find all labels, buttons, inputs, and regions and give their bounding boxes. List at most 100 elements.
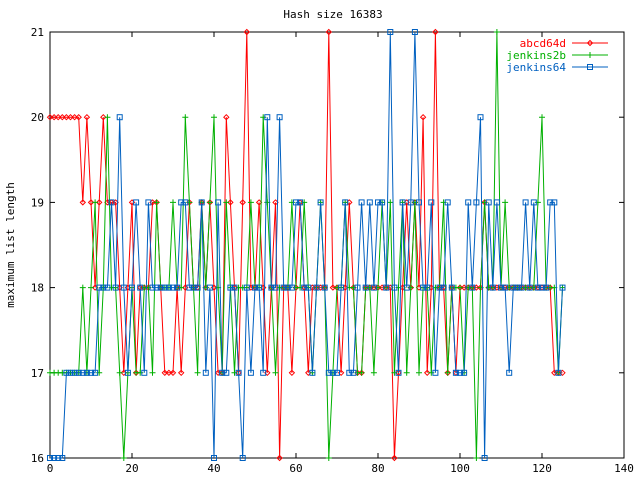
data-point [288,369,296,377]
data-point [493,199,500,206]
chart-title: Hash size 16383 [283,8,382,21]
data-point [161,284,168,291]
x-tick-label: 100 [450,462,470,475]
data-point [272,284,279,291]
data-point [71,113,78,121]
data-point [419,113,427,121]
data-point [350,369,357,376]
data-point [461,369,468,376]
y-tick-label: 16 [31,452,44,465]
data-point [329,284,337,291]
data-point [551,199,558,206]
data-point [547,199,554,206]
data-point [211,455,217,461]
data-point [59,455,66,461]
y-tick-label: 17 [31,367,44,380]
data-point [313,284,320,291]
data-point [67,113,74,121]
data-point [293,199,299,206]
data-point [424,284,431,291]
data-point [530,199,537,206]
data-point [100,284,107,291]
data-point [112,284,119,291]
data-point [354,284,361,291]
data-point [71,369,78,376]
series-group [46,28,566,462]
data-point [223,199,230,206]
data-point [227,199,234,206]
x-tick-label: 40 [207,462,220,475]
data-point [243,28,251,36]
data-point [182,199,189,206]
series-line-abcd64d [50,31,563,459]
x-tick-label: 60 [289,462,302,475]
data-point [202,369,209,376]
data-point [243,284,250,291]
data-point [502,284,509,291]
data-point [559,284,566,291]
data-point [555,369,562,376]
data-point [301,284,308,291]
data-point [383,284,390,291]
data-point [264,114,271,121]
data-point [375,199,381,206]
data-point [174,284,181,291]
y-tick-label: 21 [31,26,44,39]
data-point [366,199,373,206]
data-point [346,369,353,376]
data-point [403,369,410,376]
data-point [67,369,74,376]
data-point [55,455,62,461]
data-point [211,114,217,121]
x-tick-label: 80 [371,462,384,475]
legend-label-jenkins2b: jenkins2b [506,49,566,62]
x-tick-label: 20 [125,462,138,475]
data-point [153,284,160,291]
data-point [79,199,87,206]
data-point [395,369,402,376]
data-point [440,284,447,291]
data-point [526,284,533,291]
data-point [95,199,103,206]
data-point [407,199,414,206]
data-point [469,284,476,291]
legend-label-jenkins64: jenkins64 [506,61,566,74]
data-point [75,369,82,376]
data-point [444,199,451,206]
legend-marker-jenkins64 [587,64,593,70]
legend-marker-abcd64d [586,39,594,47]
axis-ticks: 0 20 40 60 80 100 120 140 16 17 18 19 20 21 [31,26,634,475]
data-point [178,199,185,206]
data-point [280,284,287,291]
data-point [489,284,496,291]
data-point [387,199,394,206]
data-point [153,199,160,206]
data-point [493,29,500,35]
data-point [104,284,111,291]
data-point [268,284,275,291]
data-point [416,199,422,206]
data-point [502,199,509,206]
data-point [485,199,492,206]
data-point [79,284,86,291]
data-point [194,284,201,291]
data-point [247,369,254,376]
data-point [256,284,263,291]
data-point [182,114,189,121]
data-point [284,284,291,291]
data-point [448,284,455,291]
data-point [403,284,410,291]
data-point [522,199,529,206]
data-point [276,114,283,121]
data-point [432,28,439,36]
data-point [391,454,398,462]
data-point [252,284,258,291]
y-tick-label: 19 [31,196,44,209]
data-point [239,199,246,206]
data-point [206,284,213,291]
data-point [305,284,312,291]
data-point [88,369,94,376]
data-point [186,284,193,291]
data-point [235,369,242,376]
